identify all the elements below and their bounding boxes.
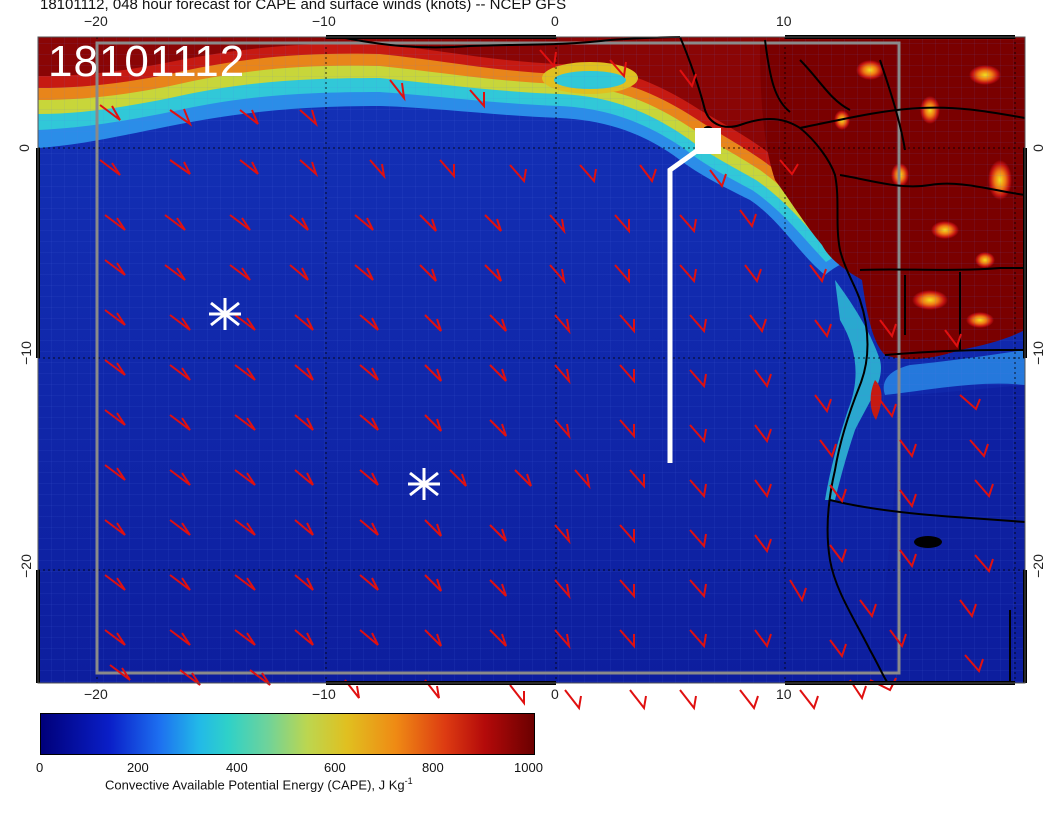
x-tick-label: −10: [312, 13, 336, 29]
colorbar-label: 600: [324, 760, 346, 775]
asterisk-icon: [209, 298, 241, 330]
y-tick-label: 0: [15, 144, 32, 152]
x-tick-label: 0: [551, 686, 559, 702]
y-tick-label: 0: [1029, 144, 1046, 152]
map-title: 18101112, 048 hour forecast for CAPE and…: [40, 0, 567, 13]
wind-barbs: [99, 49, 799, 189]
y-tick-label: −20: [17, 554, 34, 578]
y-tick-label: −20: [1029, 554, 1046, 578]
square-marker: [695, 128, 721, 154]
x-tick-label: 10: [776, 13, 792, 29]
cape-colorbar: [40, 713, 535, 755]
colorbar-label: 1000: [514, 760, 543, 775]
x-tick-label: −20: [84, 13, 108, 29]
colorbar-label: 200: [127, 760, 149, 775]
y-tick-label: −10: [1029, 341, 1046, 365]
x-tick-label: −10: [312, 686, 336, 702]
date-stamp: 18101112: [48, 37, 246, 86]
colorbar-label: 400: [226, 760, 248, 775]
x-tick-label: 0: [551, 13, 559, 29]
forecast-track: [667, 147, 700, 463]
x-tick-label: −20: [84, 686, 108, 702]
colorbar-label: 0: [36, 760, 44, 775]
y-tick-label: −10: [17, 341, 34, 365]
colorbar-label: 800: [422, 760, 444, 775]
asterisk-icon: [408, 468, 440, 500]
x-tick-label: 10: [776, 686, 792, 702]
colorbar-title: Convective Available Potential Energy (C…: [105, 776, 413, 793]
